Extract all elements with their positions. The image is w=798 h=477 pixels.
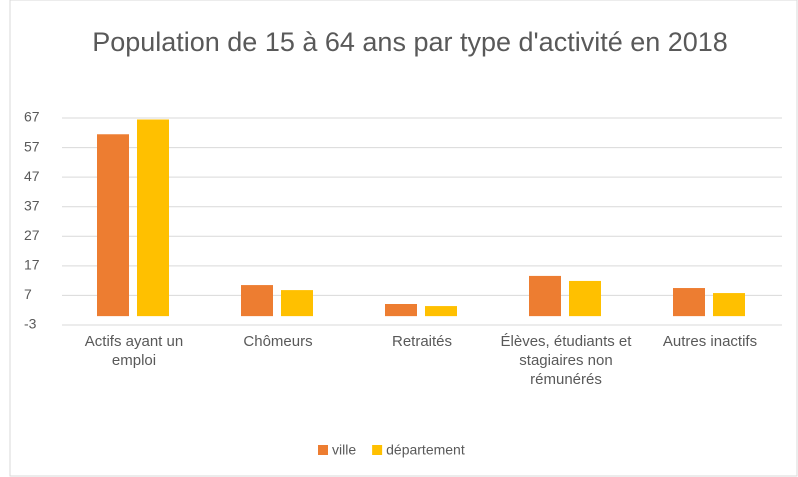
x-tick-label: Élèves, étudiants et stagiaires non rému… — [500, 333, 632, 388]
y-tick-label: 27 — [24, 227, 40, 243]
bar — [97, 134, 129, 317]
y-tick-label: 67 — [24, 109, 40, 125]
y-tick-label: 57 — [24, 138, 40, 154]
bar — [137, 119, 169, 317]
legend-swatch — [372, 445, 383, 455]
chart-border — [9, 0, 798, 477]
bar — [673, 288, 705, 317]
y-tick-label: -3 — [24, 316, 37, 332]
legend-label: département — [386, 442, 465, 458]
bar — [385, 304, 417, 317]
bar — [281, 290, 313, 317]
bar — [529, 275, 561, 317]
y-tick-label: 37 — [24, 197, 40, 213]
x-tick-label: Actifs ayant un emploi — [84, 333, 184, 369]
y-tick-label: 47 — [24, 168, 40, 184]
legend-label: ville — [332, 442, 356, 458]
x-tick-label: Chômeurs — [243, 333, 313, 350]
x-tick-label: Autres inactifs — [662, 333, 758, 350]
bar — [713, 293, 745, 317]
y-tick-label: 7 — [24, 286, 32, 302]
x-tick-label: Retraités — [391, 333, 453, 350]
bar — [241, 285, 273, 317]
y-tick-label: 17 — [24, 257, 40, 273]
bar — [569, 280, 601, 317]
chart-title: Population de 15 à 64 ans par type d'act… — [92, 27, 728, 57]
bar — [425, 306, 457, 317]
legend-swatch — [318, 445, 328, 455]
